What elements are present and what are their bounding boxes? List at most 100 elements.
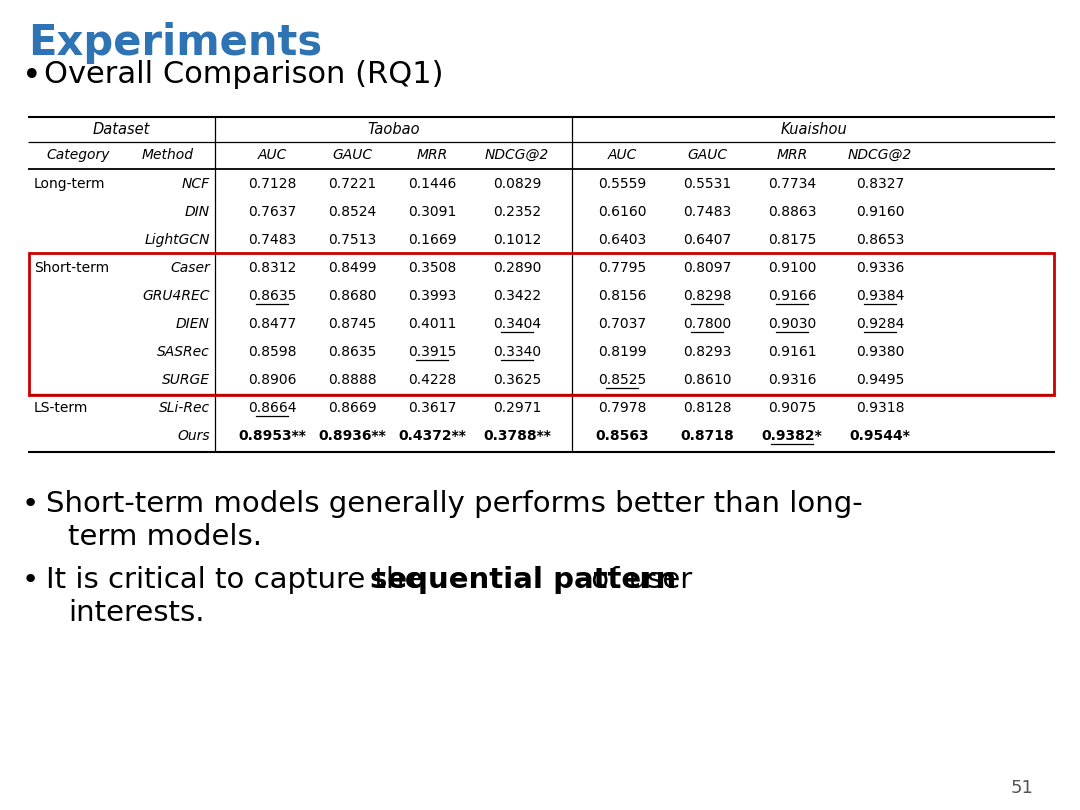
Text: Category: Category <box>46 148 110 162</box>
Text: 0.6403: 0.6403 <box>598 233 646 247</box>
Text: 0.8888: 0.8888 <box>327 373 376 387</box>
Text: 0.1446: 0.1446 <box>408 177 456 191</box>
Text: 0.8312: 0.8312 <box>247 261 296 275</box>
Text: Caser: Caser <box>171 261 210 275</box>
Bar <box>29 253 1054 395</box>
Text: Long-term: Long-term <box>33 177 106 191</box>
Text: 0.9100: 0.9100 <box>768 261 816 275</box>
Text: 0.8598: 0.8598 <box>247 345 296 359</box>
Text: SASRec: SASRec <box>158 345 210 359</box>
Text: Overall Comparison (RQ1): Overall Comparison (RQ1) <box>44 60 444 89</box>
Text: 0.7800: 0.7800 <box>683 317 731 331</box>
Text: 0.9336: 0.9336 <box>855 261 904 275</box>
Text: 0.8680: 0.8680 <box>327 289 376 303</box>
Text: 0.8327: 0.8327 <box>855 177 904 191</box>
Text: 0.9160: 0.9160 <box>855 205 904 219</box>
Text: 0.9161: 0.9161 <box>768 345 816 359</box>
Text: 0.1669: 0.1669 <box>407 233 457 247</box>
Text: 0.9384: 0.9384 <box>855 289 904 303</box>
Text: 0.3788**: 0.3788** <box>483 429 551 443</box>
Text: 0.9030: 0.9030 <box>768 317 816 331</box>
Text: 0.8477: 0.8477 <box>248 317 296 331</box>
Text: 0.4228: 0.4228 <box>408 373 456 387</box>
Text: SLi-Rec: SLi-Rec <box>159 401 210 415</box>
Text: 0.3340: 0.3340 <box>492 345 541 359</box>
Text: 0.7483: 0.7483 <box>683 205 731 219</box>
Text: LS-term: LS-term <box>33 401 89 415</box>
Text: LightGCN: LightGCN <box>145 233 210 247</box>
Text: •: • <box>22 490 39 518</box>
Text: 0.8669: 0.8669 <box>327 401 376 415</box>
Text: NDCG@2: NDCG@2 <box>485 148 549 162</box>
Text: SURGE: SURGE <box>162 373 210 387</box>
Text: 0.8199: 0.8199 <box>597 345 646 359</box>
Text: 0.3404: 0.3404 <box>492 317 541 331</box>
Text: 0.3422: 0.3422 <box>492 289 541 303</box>
Text: GAUC: GAUC <box>687 148 727 162</box>
Text: 0.8097: 0.8097 <box>683 261 731 275</box>
Text: 0.9166: 0.9166 <box>768 289 816 303</box>
Text: AUC: AUC <box>257 148 286 162</box>
Text: 0.8745: 0.8745 <box>328 317 376 331</box>
Text: 0.7128: 0.7128 <box>247 177 296 191</box>
Text: 0.8525: 0.8525 <box>598 373 646 387</box>
Text: 0.9318: 0.9318 <box>855 401 904 415</box>
Text: 0.2890: 0.2890 <box>492 261 541 275</box>
Text: 0.7037: 0.7037 <box>598 317 646 331</box>
Text: 0.8156: 0.8156 <box>597 289 646 303</box>
Text: 0.5559: 0.5559 <box>598 177 646 191</box>
Text: •: • <box>22 60 42 93</box>
Text: 0.8293: 0.8293 <box>683 345 731 359</box>
Text: GAUC: GAUC <box>332 148 373 162</box>
Text: 0.5531: 0.5531 <box>683 177 731 191</box>
Text: 0.9284: 0.9284 <box>855 317 904 331</box>
Text: Short-term: Short-term <box>33 261 109 275</box>
Text: 0.8936**: 0.8936** <box>319 429 386 443</box>
Text: DIEN: DIEN <box>176 317 210 331</box>
Text: 0.8175: 0.8175 <box>768 233 816 247</box>
Text: 0.6407: 0.6407 <box>683 233 731 247</box>
Text: 0.8563: 0.8563 <box>595 429 649 443</box>
Text: 0.3625: 0.3625 <box>492 373 541 387</box>
Text: MRR: MRR <box>417 148 447 162</box>
Text: 0.9382*: 0.9382* <box>761 429 822 443</box>
Text: 0.7734: 0.7734 <box>768 177 816 191</box>
Text: 0.8499: 0.8499 <box>327 261 376 275</box>
Text: of user: of user <box>582 566 692 594</box>
Text: 0.9544*: 0.9544* <box>850 429 910 443</box>
Text: 0.3617: 0.3617 <box>408 401 456 415</box>
Text: 0.8664: 0.8664 <box>247 401 296 415</box>
Text: 0.8863: 0.8863 <box>768 205 816 219</box>
Text: Experiments: Experiments <box>28 22 322 64</box>
Text: 0.6160: 0.6160 <box>597 205 646 219</box>
Text: 0.8635: 0.8635 <box>328 345 376 359</box>
Text: 0.8298: 0.8298 <box>683 289 731 303</box>
Text: 0.1012: 0.1012 <box>492 233 541 247</box>
Text: sequential pattern: sequential pattern <box>370 566 676 594</box>
Text: 0.9380: 0.9380 <box>855 345 904 359</box>
Text: Ours: Ours <box>177 429 210 443</box>
Text: 0.8653: 0.8653 <box>855 233 904 247</box>
Text: It is critical to capture the: It is critical to capture the <box>46 566 432 594</box>
Text: •: • <box>22 566 39 594</box>
Text: 0.8128: 0.8128 <box>683 401 731 415</box>
Text: interests.: interests. <box>68 599 204 627</box>
Text: NDCG@2: NDCG@2 <box>848 148 913 162</box>
Text: 0.9316: 0.9316 <box>768 373 816 387</box>
Text: Dataset: Dataset <box>93 122 150 138</box>
Text: 0.4372**: 0.4372** <box>399 429 465 443</box>
Text: 0.7483: 0.7483 <box>248 233 296 247</box>
Text: 0.7637: 0.7637 <box>248 205 296 219</box>
Text: 0.8953**: 0.8953** <box>238 429 306 443</box>
Text: 0.3091: 0.3091 <box>408 205 456 219</box>
Text: 0.2352: 0.2352 <box>492 205 541 219</box>
Text: 0.8524: 0.8524 <box>328 205 376 219</box>
Text: 0.7795: 0.7795 <box>598 261 646 275</box>
Text: 0.4011: 0.4011 <box>408 317 456 331</box>
Text: 0.7513: 0.7513 <box>328 233 376 247</box>
Text: 0.3915: 0.3915 <box>408 345 456 359</box>
Text: 51: 51 <box>1011 779 1034 797</box>
Text: 0.3508: 0.3508 <box>408 261 456 275</box>
Text: Kuaishou: Kuaishou <box>780 122 847 138</box>
Text: 0.3993: 0.3993 <box>408 289 456 303</box>
